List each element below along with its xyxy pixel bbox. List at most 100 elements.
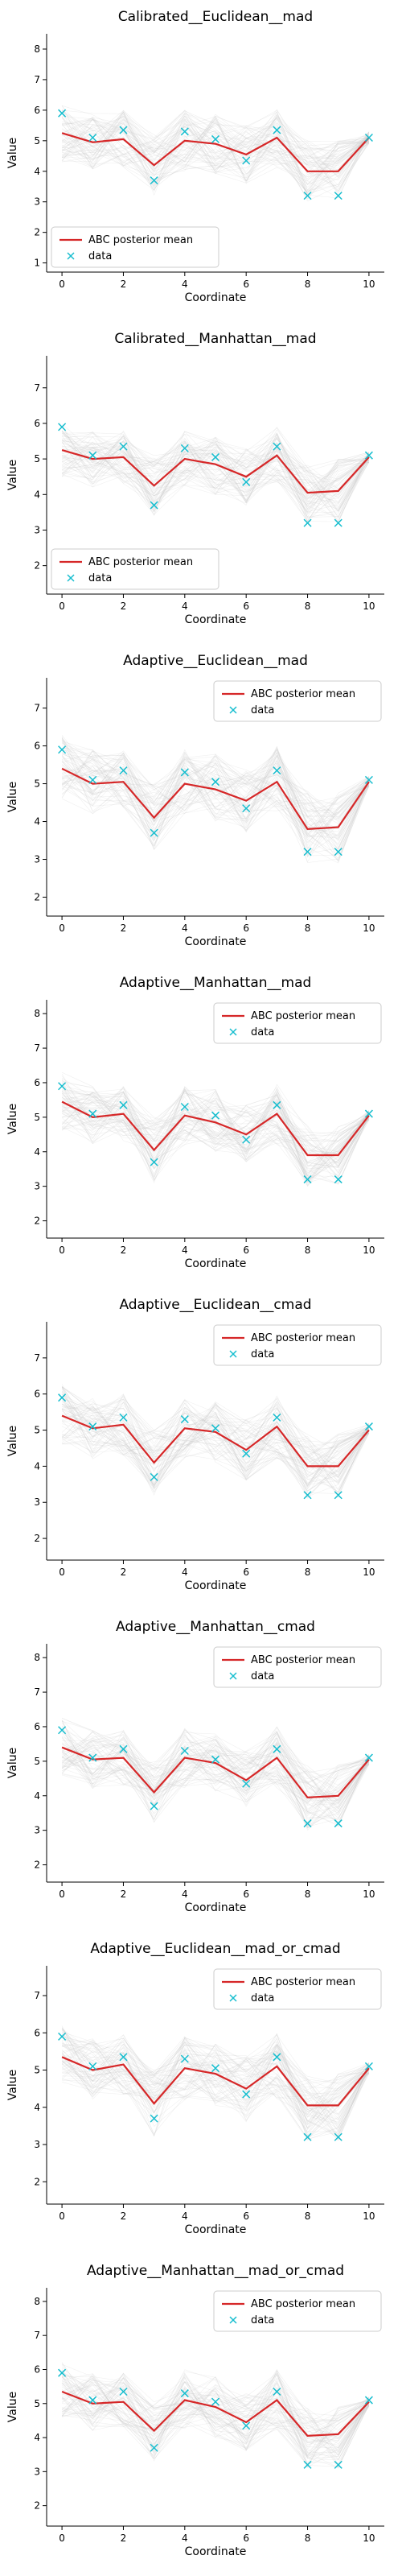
posterior-sample-line xyxy=(61,117,370,166)
posterior-sample-line xyxy=(61,1386,370,1484)
x-axis-label: Coordinate xyxy=(185,291,247,304)
x-tick-label: 6 xyxy=(243,1567,249,1578)
x-tick-label: 2 xyxy=(121,2211,127,2222)
posterior-sample-line xyxy=(62,1088,370,1153)
data-point-marker xyxy=(180,127,189,136)
posterior-sample-line xyxy=(62,1740,370,1798)
posterior-sample-line xyxy=(61,1099,370,1182)
posterior-sample-band xyxy=(61,1718,370,1831)
posterior-sample-line xyxy=(62,1091,370,1172)
data-point-marker xyxy=(180,2389,189,2398)
posterior-sample-line xyxy=(61,2041,370,2125)
posterior-sample-line xyxy=(62,1104,370,1183)
y-tick-label: 6 xyxy=(34,1721,40,1732)
data-point-marker xyxy=(88,2062,97,2070)
posterior-sample-line xyxy=(61,2377,370,2442)
posterior-sample-line xyxy=(61,1084,370,1164)
data-point-marker xyxy=(334,1491,343,1500)
posterior-sample-line xyxy=(62,441,370,513)
posterior-sample-line xyxy=(61,2051,370,2123)
posterior-sample-line xyxy=(61,1096,370,1164)
posterior-sample-line xyxy=(61,442,370,513)
posterior-sample-line xyxy=(62,749,370,836)
posterior-sample-line xyxy=(62,447,369,514)
posterior-sample-line xyxy=(61,1743,370,1827)
posterior-sample-line xyxy=(61,1730,370,1794)
data-point-marker xyxy=(303,518,312,527)
posterior-sample-line xyxy=(61,423,370,518)
posterior-sample-line xyxy=(62,1093,370,1164)
x-tick-label: 0 xyxy=(59,923,65,934)
data-point-marker xyxy=(88,775,97,784)
x-tick-label: 10 xyxy=(363,279,375,290)
posterior-sample-line xyxy=(61,2055,370,2112)
y-tick-label: 3 xyxy=(34,524,40,535)
posterior-sample-line xyxy=(61,2370,370,2468)
x-tick-label: 8 xyxy=(305,2211,311,2222)
y-tick-label: 2 xyxy=(34,1860,40,1871)
posterior-sample-line xyxy=(62,118,369,196)
posterior-sample-line xyxy=(61,755,370,844)
posterior-sample-line xyxy=(61,1393,370,1473)
x-tick-label: 6 xyxy=(243,923,249,934)
posterior-sample-line xyxy=(62,751,370,851)
legend-box xyxy=(213,1324,382,1366)
posterior-sample-line xyxy=(61,753,370,819)
posterior-sample-line xyxy=(61,753,370,852)
posterior-sample-line xyxy=(61,770,370,861)
data-point-marker xyxy=(211,2064,220,2073)
posterior-sample-line xyxy=(62,125,370,192)
posterior-sample-line xyxy=(61,1091,370,1168)
posterior-sample-line xyxy=(62,118,370,165)
posterior-sample-line xyxy=(62,115,370,177)
posterior-sample-band xyxy=(61,105,370,202)
posterior-sample-line xyxy=(62,754,370,832)
data-point-marker xyxy=(364,2396,373,2405)
posterior-sample-line xyxy=(61,2372,370,2444)
data-point-marker xyxy=(211,2397,220,2406)
posterior-sample-line xyxy=(61,426,370,506)
data-point-marker xyxy=(180,444,189,452)
legend: ABC posterior mean data xyxy=(213,1646,382,1688)
posterior-sample-line xyxy=(61,431,370,513)
posterior-sample-line xyxy=(61,741,370,841)
data-point-marker xyxy=(119,126,128,134)
data-point-marker xyxy=(334,848,343,857)
posterior-sample-line xyxy=(62,1403,370,1483)
posterior-sample-line xyxy=(62,2037,370,2127)
x-tick-label: 4 xyxy=(182,2533,188,2544)
posterior-sample-line xyxy=(61,1396,370,1484)
posterior-sample-line xyxy=(62,2043,370,2128)
x-tick-label: 10 xyxy=(363,1889,375,1900)
posterior-sample-line xyxy=(61,439,370,518)
y-tick-label: 7 xyxy=(34,703,40,714)
x-tick-label: 10 xyxy=(363,923,375,934)
posterior-sample-line xyxy=(61,1393,370,1497)
posterior-sample-line xyxy=(61,1726,369,1797)
posterior-sample-line xyxy=(61,1100,370,1164)
posterior-sample-line xyxy=(61,116,370,174)
posterior-sample-line xyxy=(61,1384,370,1493)
posterior-sample-line xyxy=(62,121,370,180)
data-point-marker xyxy=(242,2090,251,2099)
posterior-sample-line xyxy=(61,2038,370,2125)
posterior-sample-line xyxy=(61,1390,370,1487)
posterior-sample-line xyxy=(61,444,370,495)
posterior-sample-line xyxy=(62,1737,370,1804)
posterior-sample-line xyxy=(61,1735,370,1795)
x-tick-label: 10 xyxy=(363,1567,375,1578)
posterior-sample-line xyxy=(62,431,370,514)
x-tick-label: 8 xyxy=(305,279,311,290)
data-points xyxy=(58,1726,373,1828)
posterior-sample-line xyxy=(61,1084,370,1174)
posterior-sample-line xyxy=(61,760,370,822)
y-tick-label: 8 xyxy=(34,1652,40,1663)
posterior-sample-line xyxy=(61,1727,370,1818)
posterior-sample-line xyxy=(62,770,370,850)
y-tick-label: 4 xyxy=(34,1460,40,1472)
legend-marker-swatch xyxy=(229,1350,237,1358)
posterior-sample-line xyxy=(62,2039,370,2137)
data-point-marker xyxy=(150,1472,158,1481)
posterior-sample-line xyxy=(62,753,370,861)
data-point-marker xyxy=(334,518,343,527)
